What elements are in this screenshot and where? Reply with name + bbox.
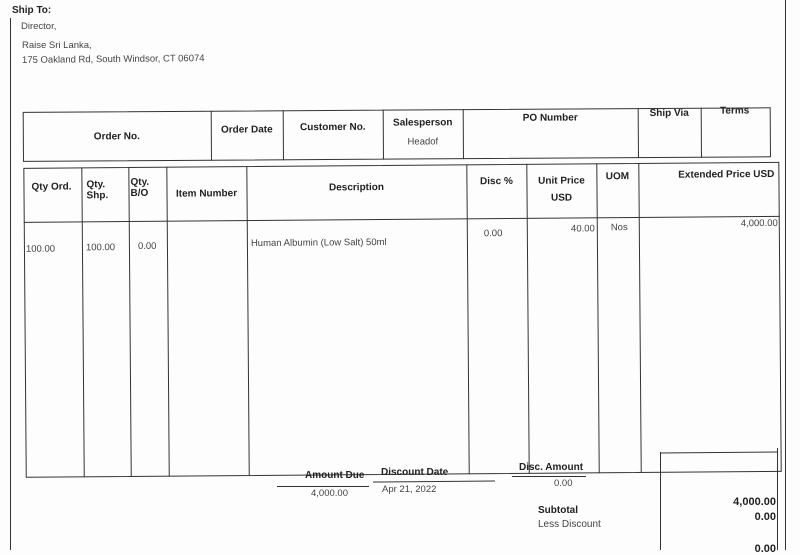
ship-to-line: Director,	[21, 21, 57, 32]
qty-shp: 100.00	[85, 242, 116, 254]
col-qty-shp: Qty. Shp.	[86, 179, 109, 202]
less-discount-value: 0.00	[754, 511, 776, 523]
uom: Nos	[610, 222, 628, 234]
col-order-date: Order Date	[220, 124, 273, 136]
amount-due-value: 4,000.00	[311, 488, 348, 499]
page-border-left	[10, 18, 12, 550]
discount-date-value: Apr 21, 2022	[382, 484, 437, 495]
col-description: Description	[328, 181, 385, 194]
col-order-no: Order No.	[93, 131, 140, 143]
ship-to-label: Ship To:	[12, 5, 52, 16]
ship-to-line: Raise Sri Lanka,	[22, 40, 92, 51]
amount-due-label: Amount Due	[305, 470, 365, 481]
salesperson-value: Headof	[407, 136, 439, 148]
unit-price: 40.00	[570, 223, 595, 235]
ship-to-line: 175 Oakland Rd, South Windsor, CT 06074	[21, 53, 205, 66]
col-extended-price: Extended Price USD	[678, 168, 775, 181]
col-po-number: PO Number	[522, 112, 578, 124]
col-terms: Terms	[720, 105, 750, 117]
subtotal-value: 4,000.00	[733, 496, 776, 508]
col-disc: Disc %	[479, 175, 513, 188]
col-ship-via: Ship Via	[649, 107, 689, 120]
disc-amount-label: Disc. Amount	[519, 462, 584, 473]
extended-price: 4,000.00	[740, 217, 778, 230]
col-item-number: Item Number	[175, 188, 238, 200]
col-unit-price: Unit Price USD	[538, 175, 585, 204]
subtotal-label: Subtotal	[538, 505, 578, 516]
description: Human Albumin (Low Salt) 50ml	[250, 236, 387, 250]
qty-bo: 0.00	[137, 240, 157, 252]
page-border-right	[785, 0, 787, 550]
disc: 0.00	[483, 228, 503, 240]
col-qty-ord: Qty Ord.	[31, 181, 72, 193]
col-salesperson: Salesperson	[392, 117, 453, 129]
qty-ord: 100.00	[25, 243, 56, 255]
next-total-value: 0.00	[754, 543, 776, 555]
col-customer-no: Customer No.	[299, 121, 366, 134]
disc-amount-value: 0.00	[554, 478, 573, 489]
col-qty-bo: Qty. B/O	[130, 176, 150, 199]
col-uom: UOM	[605, 171, 630, 183]
discount-date-label: Discount Date	[381, 467, 449, 478]
less-discount-label: Less Discount	[538, 519, 601, 530]
